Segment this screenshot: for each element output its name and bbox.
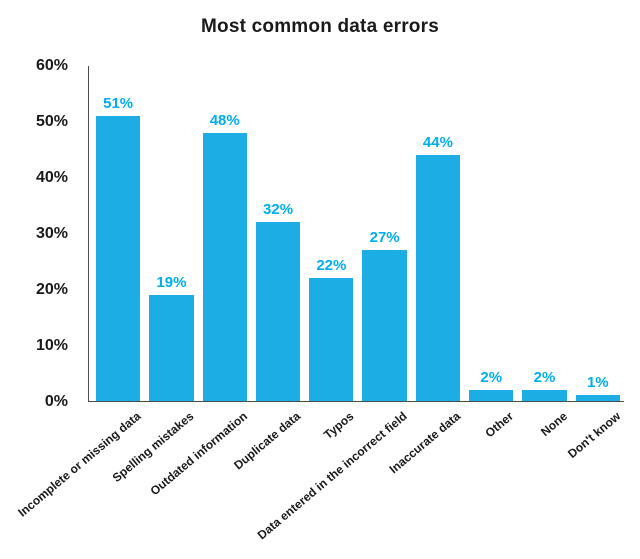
bar-slot: 22% Typos [309, 66, 356, 442]
bar-value-label: 51% [103, 95, 134, 113]
bar-value-label: 22% [316, 257, 347, 275]
bar [309, 278, 354, 401]
bar [255, 222, 301, 401]
y-tick-label: 20% [35, 281, 68, 298]
bar [149, 294, 194, 401]
bar [415, 155, 461, 401]
bar [362, 250, 407, 401]
bar [522, 389, 567, 401]
bars-container: 51% Incomplete or missing data 19% Spelling… [15, 66, 624, 542]
y-tick-label: 30% [35, 225, 68, 242]
chart-title: Most common data errors [201, 16, 439, 37]
bar-slot: 19% Spelling mistakes [110, 66, 197, 485]
x-category-label: None [537, 409, 570, 440]
bar-slot: 48% Outdated information [147, 66, 249, 498]
plot-area: 51% Incomplete or missing data 19% Spelling… [15, 66, 624, 542]
bar [96, 116, 141, 401]
bar-slot: 2% Other [469, 66, 516, 440]
bar-value-label: 19% [156, 273, 187, 291]
bar [575, 395, 620, 401]
bar-value-label: 1% [586, 374, 609, 392]
bar-value-label: 32% [263, 201, 294, 219]
bar-value-label: 48% [209, 112, 240, 129]
bar [202, 133, 247, 401]
y-axis-tick-labels: 0% 10% 20% 30% 40% 50% 60% [6, 57, 82, 410]
y-tick-label: 40% [35, 169, 68, 186]
bar-value-label: 2% [533, 368, 556, 386]
bar [469, 389, 514, 401]
y-tick-label: 0% [44, 393, 68, 410]
x-category-label: Other [482, 409, 517, 441]
bar-slot: 32% Duplicate data [231, 66, 303, 472]
bar-slot: 27% Data entered in the incorrect field [255, 66, 410, 542]
x-category-label: Don't know [564, 409, 623, 461]
bar-slot: 44% Inaccurate data [386, 66, 462, 476]
bar-slot: 51% Incomplete or missing data [15, 66, 143, 519]
y-tick-label: 10% [35, 337, 68, 354]
x-category-label: Outdated information [147, 409, 250, 499]
bar-slot: 2% None [522, 66, 570, 439]
bar-value-label: 27% [369, 229, 400, 247]
y-tick-label: 60% [35, 57, 68, 74]
x-category-label: Typos [320, 409, 357, 442]
bar-value-label: 44% [422, 134, 453, 152]
bar-value-label: 2% [480, 368, 503, 386]
bar-slot: 1% Don't know [565, 66, 623, 461]
y-tick-label: 50% [35, 113, 68, 130]
